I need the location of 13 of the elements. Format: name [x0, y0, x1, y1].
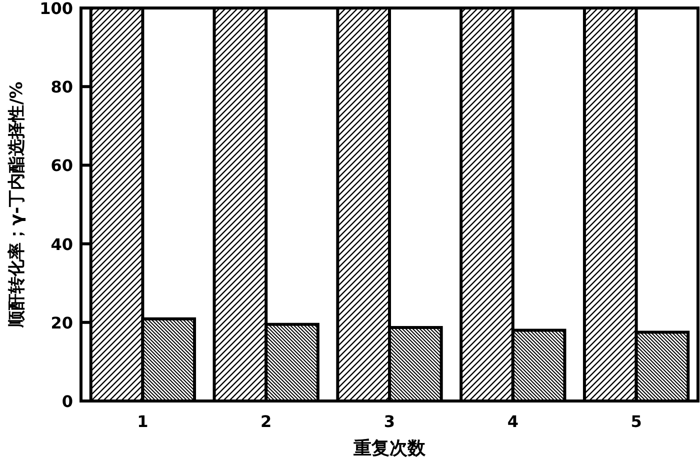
y-tick-label: 60: [50, 156, 73, 176]
y-tick-label: 40: [50, 234, 73, 254]
y-axis-title: 顺酐转化率；γ-丁内酯选择性/%: [7, 82, 27, 328]
x-tick-label: 2: [260, 412, 272, 431]
y-tick-label: 100: [40, 0, 73, 18]
y-tick-label: 20: [50, 313, 73, 332]
x-tick-label: 1: [137, 412, 148, 431]
x-tick-label: 3: [384, 412, 396, 431]
y-tick-label: 80: [50, 78, 73, 97]
x-tick-label: 5: [630, 412, 642, 431]
y-tick-label: 0: [62, 392, 73, 411]
x-tick-label: 4: [507, 412, 518, 431]
x-axis-title: 重复次数: [352, 438, 426, 459]
